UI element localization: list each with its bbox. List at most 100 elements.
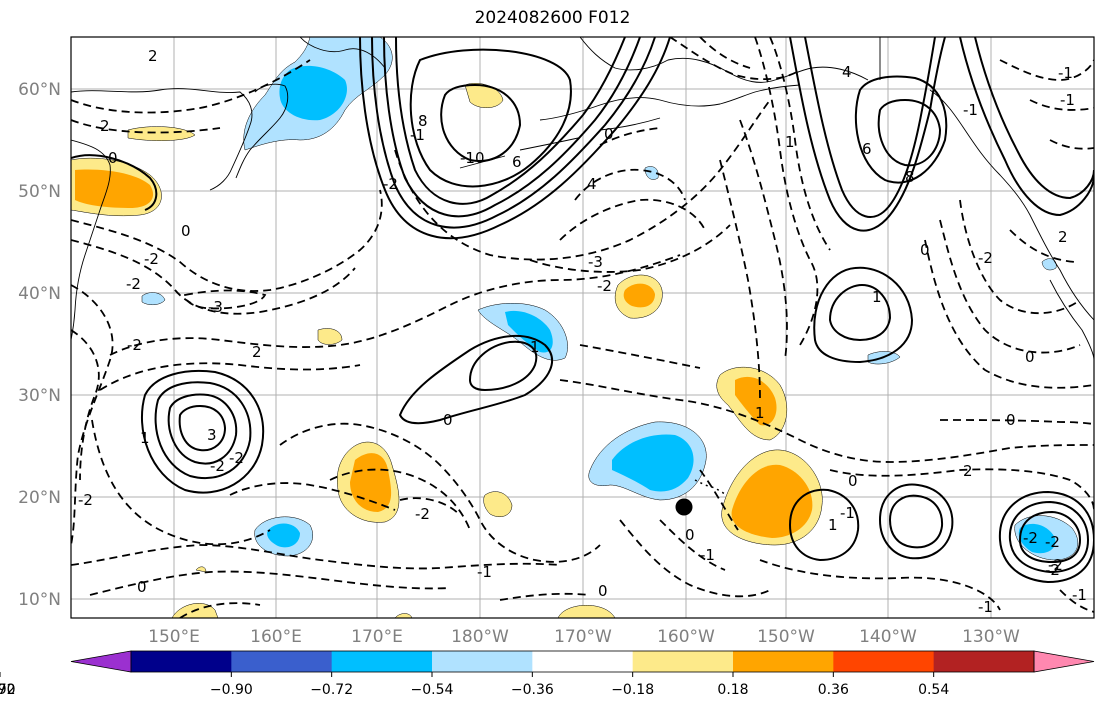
positive-anomaly-area xyxy=(464,83,504,108)
lon-label: 150°W xyxy=(757,627,815,647)
contour-label: -2 xyxy=(127,336,142,354)
contour-label: 1 xyxy=(785,133,795,151)
contour-label: 0 xyxy=(108,149,118,167)
negative-contour xyxy=(399,497,461,516)
contour-label: -2 xyxy=(144,250,159,268)
negative-contour xyxy=(71,239,356,315)
negative-anomaly-area xyxy=(644,166,659,180)
asia-coastline xyxy=(71,88,253,341)
negative-contour xyxy=(279,422,601,563)
strong-positive-anomaly-area xyxy=(735,376,777,426)
contour-label: 0 xyxy=(598,582,608,600)
positive-contour xyxy=(359,37,671,240)
negative-contour xyxy=(529,224,731,273)
positive-contour xyxy=(804,37,936,218)
positive-anomaly-area xyxy=(127,126,196,141)
moderate-negative-anomaly-area xyxy=(612,434,694,492)
colorbar-segment xyxy=(131,651,232,672)
chukotka-coastline xyxy=(299,37,386,69)
colorbar: −0.90 −0.72 −0.54 −0.36 −0.18 0.18 0.36 0.54 0.7… xyxy=(0,650,1095,698)
moderate-negative-anomaly-area xyxy=(267,523,300,548)
contour-value-labels: 2 2 0 -2 -3 -2 2 -2 0 -2 -2 -2 3 -2 -1 0… xyxy=(78,47,1087,616)
negative-contour xyxy=(71,544,561,570)
positive-contour xyxy=(877,98,942,167)
positive-contour xyxy=(1008,500,1090,574)
lon-label: 150°E xyxy=(148,627,200,647)
negative-contour xyxy=(71,59,311,114)
negative-contour xyxy=(229,482,396,511)
negative-contour xyxy=(659,519,726,571)
positive-contour xyxy=(371,37,656,229)
contour-label: 1 xyxy=(530,338,540,356)
lon-label: 170°W xyxy=(554,627,612,647)
negative-contour xyxy=(759,559,1001,611)
positive-contour xyxy=(383,37,641,218)
colorbar-tick-label: −0.36 xyxy=(511,682,554,698)
contour-label: 3 xyxy=(207,426,217,444)
contour-label: -2 xyxy=(229,449,244,467)
negative-contour xyxy=(109,254,681,356)
map-frame xyxy=(70,36,1095,619)
lat-label: 40°N xyxy=(18,284,61,304)
positive-contour xyxy=(398,334,554,425)
contour-label: -10 xyxy=(460,149,485,167)
us-coastline xyxy=(1049,279,1094,361)
negative-contour xyxy=(559,198,706,241)
lon-label: 130°W xyxy=(962,627,1020,647)
contour-label: 0 xyxy=(1006,411,1016,429)
negative-contour xyxy=(1059,589,1094,613)
negative-contour xyxy=(754,37,819,346)
contour-label: -1 xyxy=(700,546,715,564)
moderate-negative-anomaly-area xyxy=(279,65,348,121)
lon-label: 140°W xyxy=(859,627,917,647)
colorbar-segment xyxy=(933,651,1035,672)
positive-contour xyxy=(878,483,954,560)
positive-contour xyxy=(178,404,227,452)
contour-label: 2 xyxy=(963,462,973,480)
contour-label: 8 xyxy=(418,112,428,130)
negative-contour xyxy=(574,168,686,201)
contour-label: -2 xyxy=(1045,533,1060,551)
negative-contour xyxy=(769,37,831,251)
contour-label: -1 xyxy=(963,101,978,119)
colorbar-tick-label: 0.72 xyxy=(0,682,16,698)
contour-label: -3 xyxy=(208,298,223,316)
negative-contour xyxy=(719,159,761,401)
negative-contour xyxy=(71,329,100,481)
contour-label: -1 xyxy=(477,563,492,581)
colorbar-tick-label: −0.72 xyxy=(310,682,353,698)
positive-contour xyxy=(828,283,892,342)
contour-label: 0 xyxy=(848,472,858,490)
negative-contour xyxy=(329,468,471,531)
contour-label: 0 xyxy=(181,222,191,240)
colorbar-over-extension xyxy=(1033,650,1095,673)
positive-contour xyxy=(154,381,252,480)
contour-label: 0 xyxy=(920,241,930,259)
colorbar-tick-label: 0.90 xyxy=(0,682,16,698)
negative-contour xyxy=(179,602,261,618)
negative-contour xyxy=(924,239,1094,389)
contour-label: 2 xyxy=(1058,228,1068,246)
negative-contour xyxy=(91,419,271,546)
contour-label: 0 xyxy=(604,125,614,143)
negative-contour xyxy=(1029,99,1094,111)
contour-label: -2 xyxy=(126,275,141,293)
positive-contour xyxy=(854,75,948,184)
latitude-labels: 60°N 50°N 40°N 30°N 20°N 10°N xyxy=(18,80,61,610)
colorbar-tick-label: −0.90 xyxy=(210,682,253,698)
colorbar-under-extension xyxy=(70,650,132,673)
colorbar-segment xyxy=(733,651,834,672)
colorbar-segment xyxy=(231,651,333,672)
contour-label: 2 xyxy=(252,343,262,361)
contour-label: 0 xyxy=(443,411,453,429)
colorbar-segment xyxy=(833,651,935,672)
contour-label: -1 xyxy=(840,504,855,522)
positive-anomaly-area xyxy=(317,328,343,345)
positive-contour xyxy=(788,488,860,562)
contour-label: -2 xyxy=(597,277,612,295)
map-panel: 2 2 0 -2 -3 -2 2 -2 0 -2 -2 -2 3 -2 -1 0… xyxy=(70,36,1095,619)
negative-contour xyxy=(579,344,701,369)
contour-label: 0 xyxy=(1025,348,1035,366)
contour-label: -1 xyxy=(410,126,425,144)
